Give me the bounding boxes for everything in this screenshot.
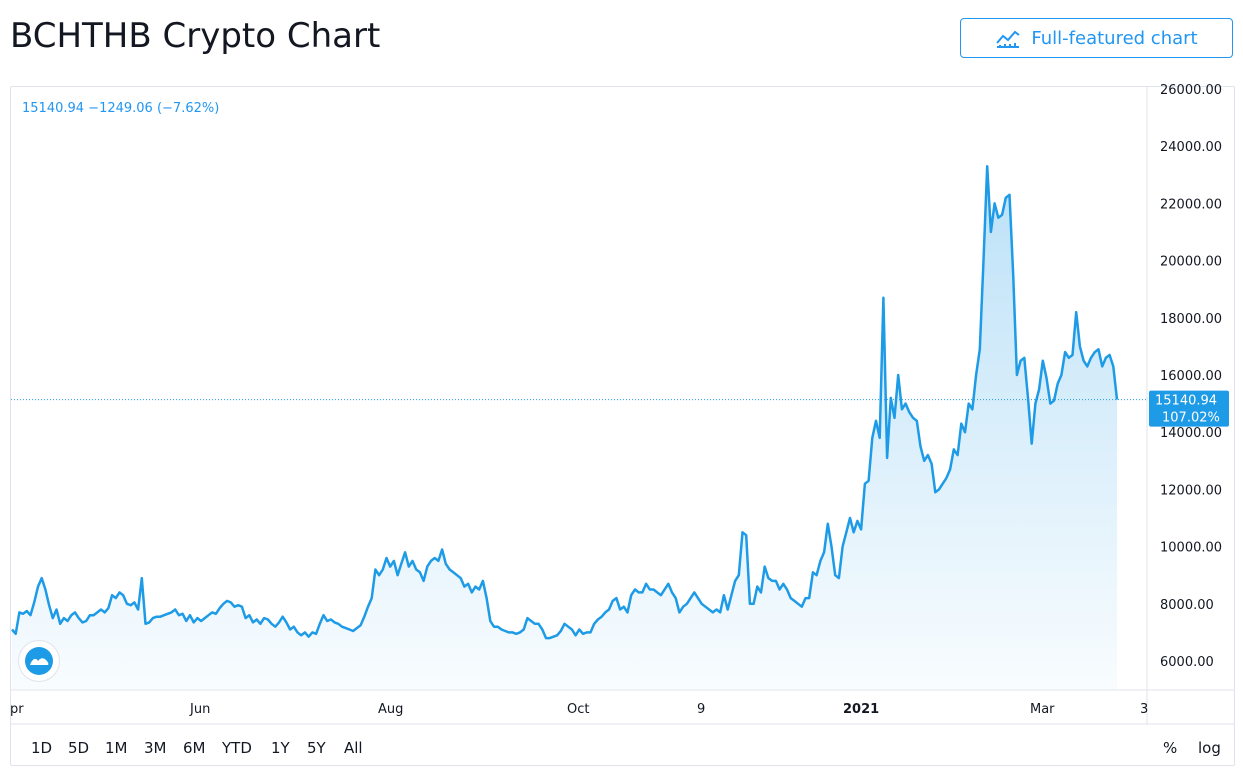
time-tick-label: 3 bbox=[1140, 702, 1148, 717]
price-area bbox=[12, 166, 1117, 689]
range-button-5y[interactable]: 5Y bbox=[307, 739, 326, 757]
time-tick-label: Oct bbox=[567, 702, 589, 717]
legend-change: −1249.06 bbox=[88, 101, 153, 116]
chart-frame bbox=[10, 86, 1235, 766]
legend-change-pct: (−7.62%) bbox=[156, 101, 220, 116]
badge-price: 15140.94 bbox=[1155, 394, 1217, 409]
time-tick-label: Aug bbox=[378, 702, 403, 717]
log-scale-button[interactable]: log bbox=[1198, 739, 1221, 757]
range-button-5d[interactable]: 5D bbox=[68, 739, 90, 757]
range-button-all[interactable]: All bbox=[344, 739, 363, 757]
time-tick-label: Jun bbox=[189, 702, 210, 717]
range-button-3m[interactable]: 3M bbox=[144, 739, 167, 757]
percent-scale-button[interactable]: % bbox=[1163, 739, 1178, 757]
price-tick-label: 8000.00 bbox=[1160, 598, 1214, 613]
time-axis[interactable]: pr Jun Aug Oct 9 2021 Mar 3 bbox=[10, 702, 1148, 717]
tradingview-logo-icon bbox=[25, 647, 53, 675]
tradingview-logo-button[interactable] bbox=[18, 640, 60, 682]
badge-percent: 107.02% bbox=[1162, 411, 1220, 426]
price-tick-label: 14000.00 bbox=[1160, 426, 1222, 441]
full-featured-chart-button[interactable]: Full-featured chart bbox=[960, 18, 1233, 58]
range-button-ytd[interactable]: YTD bbox=[222, 739, 252, 757]
legend-last: 15140.94 bbox=[22, 101, 85, 116]
time-tick-label: 2021 bbox=[843, 702, 879, 717]
last-price-badge: 15140.94 107.02% bbox=[1149, 390, 1229, 427]
time-tick-label: Mar bbox=[1030, 702, 1055, 717]
range-button-1d[interactable]: 1D bbox=[31, 739, 53, 757]
price-tick-label: 18000.00 bbox=[1160, 312, 1222, 327]
chart-line-icon bbox=[996, 30, 1020, 48]
full-featured-chart-label: Full-featured chart bbox=[1031, 27, 1198, 49]
price-tick-label: 20000.00 bbox=[1160, 255, 1222, 270]
price-tick-label: 12000.00 bbox=[1160, 483, 1222, 498]
range-button-1m[interactable]: 1M bbox=[105, 739, 128, 757]
price-tick-label: 16000.00 bbox=[1160, 369, 1222, 384]
price-legend: 15140.94 −1249.06 (−7.62%) bbox=[22, 101, 219, 116]
range-button-6m[interactable]: 6M bbox=[183, 739, 206, 757]
price-line bbox=[11, 164, 1119, 640]
range-button-1y[interactable]: 1Y bbox=[271, 739, 290, 757]
time-tick-label: 9 bbox=[697, 702, 705, 717]
price-tick-label: 22000.00 bbox=[1160, 197, 1222, 212]
price-tick-label: 6000.00 bbox=[1160, 655, 1214, 670]
page-title: BCHTHB Crypto Chart bbox=[10, 16, 381, 56]
price-axis[interactable]: 26000.00 24000.00 22000.00 20000.00 18000.00… bbox=[1160, 83, 1222, 670]
price-tick-label: 10000.00 bbox=[1160, 541, 1222, 556]
bottom-toolbar: 1D 5D 1M 3M 6M YTD 1Y 5Y All % log bbox=[11, 725, 1234, 767]
price-tick-label: 26000.00 bbox=[1160, 83, 1222, 98]
price-tick-label: 24000.00 bbox=[1160, 140, 1222, 155]
time-tick-label: pr bbox=[10, 702, 24, 717]
